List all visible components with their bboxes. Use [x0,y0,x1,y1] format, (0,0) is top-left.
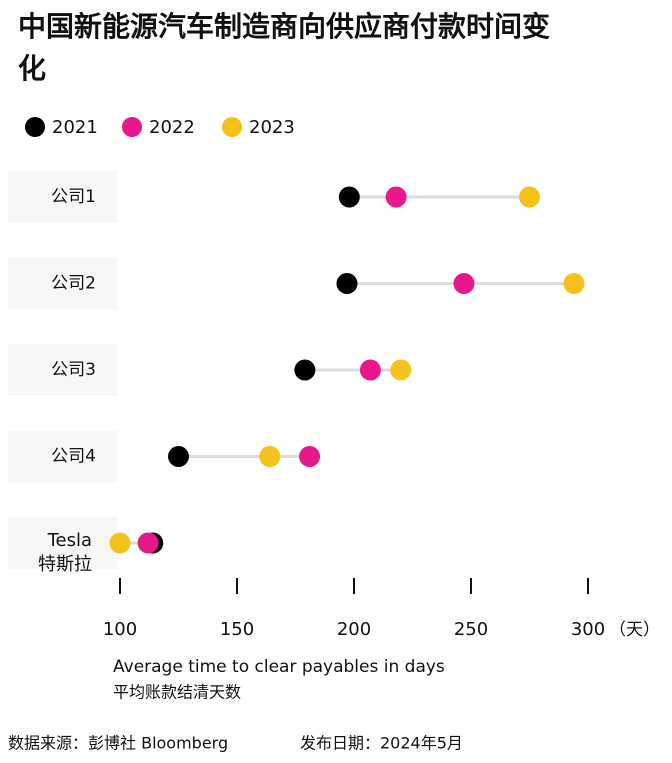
dot [390,359,412,381]
y-tick-label: 公司1 [51,187,96,207]
legend-marker [222,117,242,137]
dot [519,186,540,208]
y-tick-label: Tesla [47,530,92,551]
label-bg [8,171,118,223]
dot [453,273,475,294]
dot [336,273,358,294]
x-tick-label: 200 [337,619,371,640]
x-unit: （天） [609,620,660,640]
x-tick-label: 300 [571,619,605,640]
dot [259,446,281,467]
legend-marker [25,117,45,137]
legend-label: 2021 [52,117,98,138]
dot [338,186,360,208]
label-bg [8,257,118,310]
label-bg [8,517,118,569]
dot [168,446,189,467]
dot [294,359,316,381]
x-axis-label-cn: 平均账款结清天数 [113,683,241,702]
dot [137,532,159,554]
y-tick-label: 公司4 [51,447,96,467]
dot [359,359,381,381]
dot [385,186,407,208]
x-tick-label: 100 [103,619,137,640]
dot [299,446,321,467]
y-tick-label: 公司3 [51,360,96,380]
legend-marker [122,117,142,137]
dot [109,532,131,554]
legend-label: 2023 [249,117,295,138]
source: 数据来源：彭博社 Bloomberg [8,734,228,753]
date: 发布日期：2024年5月 [300,734,463,753]
label-bg [8,344,118,396]
dot [563,273,585,294]
x-axis-label: Average time to clear payables in days [113,657,445,677]
x-tick-label: 150 [220,619,254,640]
x-tick-label: 250 [454,619,488,640]
y-tick-sublabel: 特斯拉 [38,554,92,575]
y-tick-label: 公司2 [51,274,96,294]
label-bg [8,430,118,483]
chart-title: 中国新能源汽车制造商向供应商付款时间变化 [18,10,551,85]
legend-label: 2022 [149,117,195,138]
